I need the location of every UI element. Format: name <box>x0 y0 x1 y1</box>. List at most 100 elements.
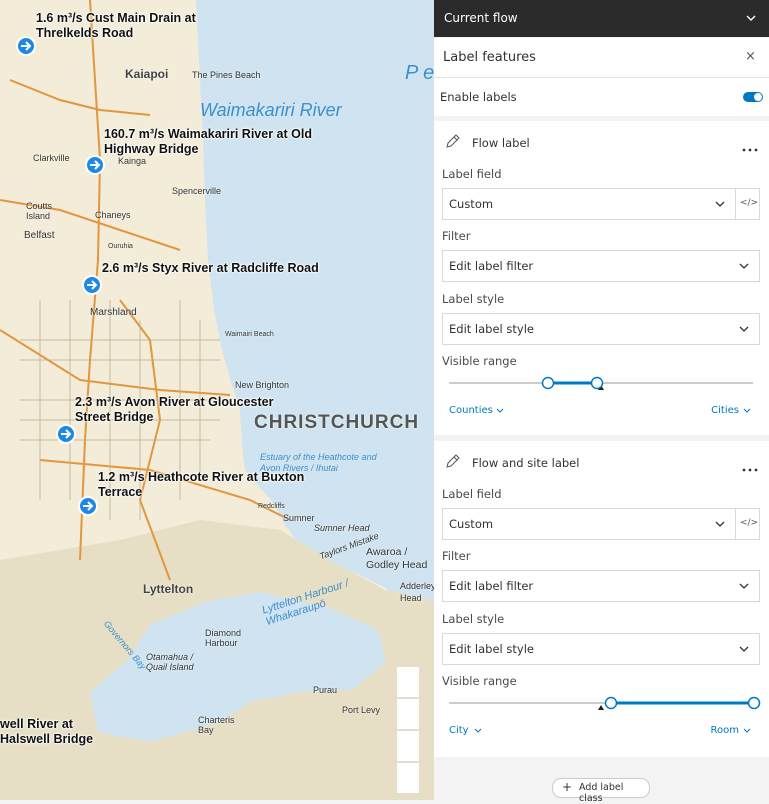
chevron <box>739 263 749 269</box>
flow-label[interactable]: well River at Halswell Bridge <box>0 717 94 746</box>
more-menu[interactable] <box>742 141 758 152</box>
slider <box>449 696 761 710</box>
edit-icon <box>444 133 460 149</box>
flow-marker[interactable] <box>82 275 102 295</box>
card-title: Flow and site label <box>472 456 580 470</box>
range-min[interactable]: City <box>449 725 469 736</box>
flow-marker[interactable] <box>16 36 36 56</box>
label-class-card: Flow and site label Label field Custom </> F… <box>434 441 769 757</box>
range-heading: Visible range <box>442 354 517 368</box>
card-title: Flow label <box>472 136 530 150</box>
add-label-class[interactable]: + Add label class <box>552 778 650 804</box>
range-slider[interactable] <box>434 373 769 393</box>
dots <box>742 148 758 152</box>
chevron <box>743 728 751 733</box>
map-controls <box>395 667 421 797</box>
home-button[interactable] <box>397 763 419 794</box>
pencil <box>446 454 460 468</box>
label-class-card: Flow label Label field Custom </> Filter Edit… <box>434 121 769 435</box>
layers-button[interactable] <box>397 699 419 730</box>
arrow <box>21 41 32 51</box>
flow-marker[interactable] <box>85 155 105 175</box>
filter-heading: Filter <box>442 549 471 563</box>
chevron <box>496 408 504 413</box>
style-value: Edit label style <box>449 642 534 656</box>
place-label: Ouruhia <box>108 243 133 250</box>
style-heading: Label style <box>442 292 505 306</box>
style-heading: Label style <box>442 612 505 626</box>
flow-marker[interactable] <box>56 424 76 444</box>
place-label: Sumner <box>283 513 315 523</box>
place-label: Waimakariri River <box>200 100 342 120</box>
expression-button[interactable]: </> <box>735 508 760 540</box>
range-slider[interactable] <box>434 693 769 713</box>
field-heading: Label field <box>442 167 502 181</box>
arrow <box>87 280 98 290</box>
filter-value: Edit label filter <box>449 259 534 273</box>
label-field-select[interactable]: Custom <box>442 188 736 220</box>
place-label: Purau <box>313 685 338 695</box>
place-label: Waimairi Beach <box>225 331 274 338</box>
close-button[interactable]: × <box>745 49 756 64</box>
place-label: Clarkville <box>33 153 70 163</box>
flow-label[interactable]: 1.2 m³/s Heathcote River at Buxton Terra… <box>98 470 305 499</box>
code-icon: </> <box>740 198 759 208</box>
slider <box>449 376 753 390</box>
place-label: Sumner Head <box>314 523 370 533</box>
chevron <box>715 201 725 207</box>
place-label: Adderley Head <box>400 581 434 603</box>
place-label: Spencerville <box>172 186 222 196</box>
panel-header[interactable]: Current flow <box>434 0 769 37</box>
features-header: Label features × <box>434 38 769 78</box>
place-label: Redcliffs <box>258 503 285 510</box>
chevron <box>739 646 749 652</box>
filter-select[interactable]: Edit label filter <box>442 570 760 602</box>
field-heading: Label field <box>442 487 502 501</box>
place-label: Port Levy <box>342 705 381 715</box>
place-label: Otamahua / Quail Island <box>146 652 194 672</box>
sea <box>196 0 434 600</box>
style-select[interactable]: Edit label style <box>442 633 760 665</box>
place-label: The Pines Beach <box>192 70 261 80</box>
place-label: New Brighton <box>235 380 290 390</box>
more-menu[interactable] <box>742 461 758 472</box>
streets <box>20 300 230 520</box>
add-label-text: Add label class <box>579 782 624 804</box>
chevron <box>739 326 749 332</box>
flow-label[interactable]: 2.6 m³/s Styx River at Radcliffe Road <box>102 261 319 275</box>
expression-button[interactable]: </> <box>735 188 760 220</box>
place-label: Diamond Harbour <box>205 628 242 648</box>
enable-row: Enable labels <box>434 78 769 116</box>
header-title: Current flow <box>444 11 518 25</box>
estuary <box>244 445 298 486</box>
map[interactable]: 1.6 m³/s Cust Main Drain at Threlkelds R… <box>0 0 434 800</box>
range-max[interactable]: Cities <box>711 405 739 416</box>
map-base <box>0 0 434 800</box>
flow-marker[interactable] <box>78 496 98 516</box>
arrow <box>83 501 94 511</box>
place-label: Chaneys <box>95 210 131 220</box>
style-select[interactable]: Edit label style <box>442 313 760 345</box>
filter-select[interactable]: Edit label filter <box>442 250 760 282</box>
range-max[interactable]: Room <box>710 725 739 736</box>
search-button[interactable] <box>397 667 419 698</box>
style-value: Edit label style <box>449 322 534 336</box>
label-field-value: Custom <box>449 197 494 211</box>
filter-heading: Filter <box>442 229 471 243</box>
display-button[interactable] <box>397 731 419 762</box>
flow-label[interactable]: 160.7 m³/s Waimakariri River at Old High… <box>104 127 312 156</box>
flow-label[interactable]: 2.3 m³/s Avon River at Gloucester Street… <box>75 395 274 424</box>
place-label: Coutts Island <box>26 201 53 221</box>
flow-label[interactable]: 1.6 m³/s Cust Main Drain at Threlkelds R… <box>36 11 196 40</box>
edit-icon <box>444 453 460 469</box>
label-field-value: Custom <box>449 517 494 531</box>
place-label: Estuary of the Heathcote and Avon Rivers… <box>260 452 377 473</box>
range-min[interactable]: Counties <box>449 405 493 416</box>
enable-label: Enable labels <box>440 90 517 104</box>
place-label: Lyttelton <box>143 582 194 596</box>
arrow <box>61 429 72 439</box>
toggle[interactable] <box>743 92 763 102</box>
plus-icon: + <box>562 780 573 794</box>
label-field-select[interactable]: Custom <box>442 508 736 540</box>
